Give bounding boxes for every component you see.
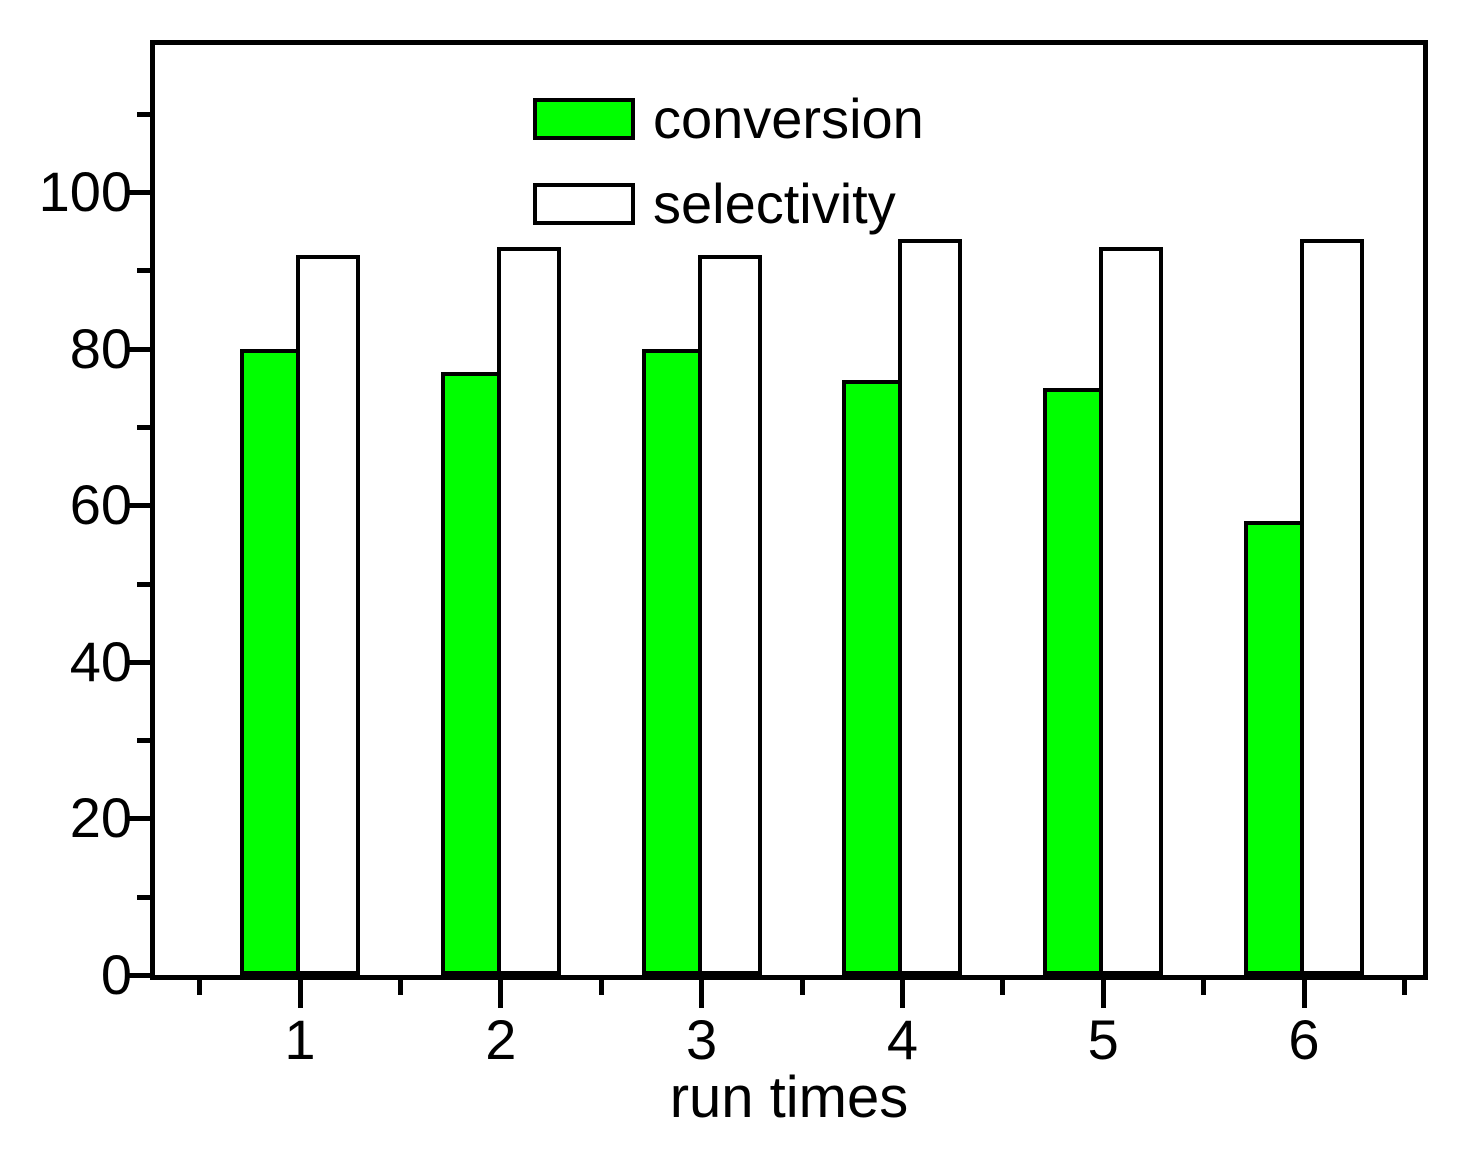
- y-major-tick-0: [126, 973, 150, 978]
- y-tick-label-80: 80: [69, 316, 132, 380]
- x-major-tick-4: [899, 980, 905, 1008]
- y-minor-tick-90: [137, 268, 150, 274]
- x-minor-tick-3: [799, 980, 805, 995]
- x-minor-tick-4: [1000, 980, 1006, 995]
- x-major-tick-5: [1100, 980, 1106, 1008]
- x-minor-tick-2: [598, 980, 604, 995]
- bar-conversion-3: [641, 348, 702, 975]
- x-major-tick-1: [297, 980, 303, 1008]
- legend-swatch-conversion: [533, 98, 635, 140]
- legend-item-selectivity: selectivity: [533, 176, 924, 232]
- legend: conversion selectivity: [533, 91, 924, 261]
- y-major-tick-100: [126, 190, 150, 195]
- legend-item-conversion: conversion: [533, 91, 924, 147]
- y-major-tick-40: [126, 659, 150, 665]
- plot-area: [150, 40, 1428, 980]
- y-tick-label-40: 40: [69, 629, 132, 693]
- y-minor-tick-10: [137, 894, 150, 900]
- bar-selectivity-2: [496, 246, 561, 975]
- legend-label-selectivity: selectivity: [653, 172, 896, 235]
- y-tick-label-60: 60: [69, 473, 132, 537]
- bar-selectivity-1: [296, 254, 360, 975]
- y-major-tick-80: [126, 346, 150, 352]
- x-minor-tick-0: [197, 980, 203, 995]
- bar-selectivity-6: [1300, 238, 1364, 975]
- y-minor-tick-30: [137, 738, 150, 744]
- x-major-tick-3: [699, 980, 705, 1008]
- x-tick-label-4: 4: [886, 1008, 918, 1071]
- y-minor-tick-70: [137, 424, 150, 430]
- y-major-tick-60: [126, 503, 150, 509]
- legend-swatch-selectivity: [533, 183, 635, 225]
- bar-conversion-6: [1244, 520, 1304, 975]
- bar-conversion-2: [440, 372, 501, 975]
- bar-conversion-1: [240, 348, 300, 975]
- x-major-tick-2: [498, 980, 504, 1008]
- y-tick-label-0: 0: [100, 943, 132, 1006]
- x-minor-tick-5: [1201, 980, 1207, 995]
- y-minor-tick-110: [137, 111, 150, 117]
- bar-selectivity-4: [898, 238, 963, 975]
- bar-conversion-4: [842, 379, 903, 975]
- x-tick-label-2: 2: [485, 1008, 517, 1071]
- legend-label-conversion: conversion: [653, 87, 924, 150]
- y-tick-label-100: 100: [38, 160, 132, 223]
- x-tick-label-6: 6: [1288, 1008, 1320, 1071]
- bar-selectivity-5: [1099, 246, 1164, 975]
- x-axis-title: run times: [669, 1065, 909, 1130]
- bar-selectivity-3: [697, 254, 762, 975]
- x-minor-tick-1: [397, 980, 403, 995]
- bar-conversion-5: [1043, 387, 1104, 975]
- y-major-tick-20: [126, 816, 150, 822]
- x-tick-label-3: 3: [686, 1008, 718, 1071]
- x-tick-label-1: 1: [284, 1008, 316, 1071]
- x-minor-tick-6: [1401, 980, 1407, 995]
- x-major-tick-6: [1301, 980, 1307, 1008]
- y-tick-label-20: 20: [69, 786, 132, 850]
- x-tick-label-5: 5: [1087, 1008, 1119, 1071]
- y-minor-tick-50: [137, 581, 150, 587]
